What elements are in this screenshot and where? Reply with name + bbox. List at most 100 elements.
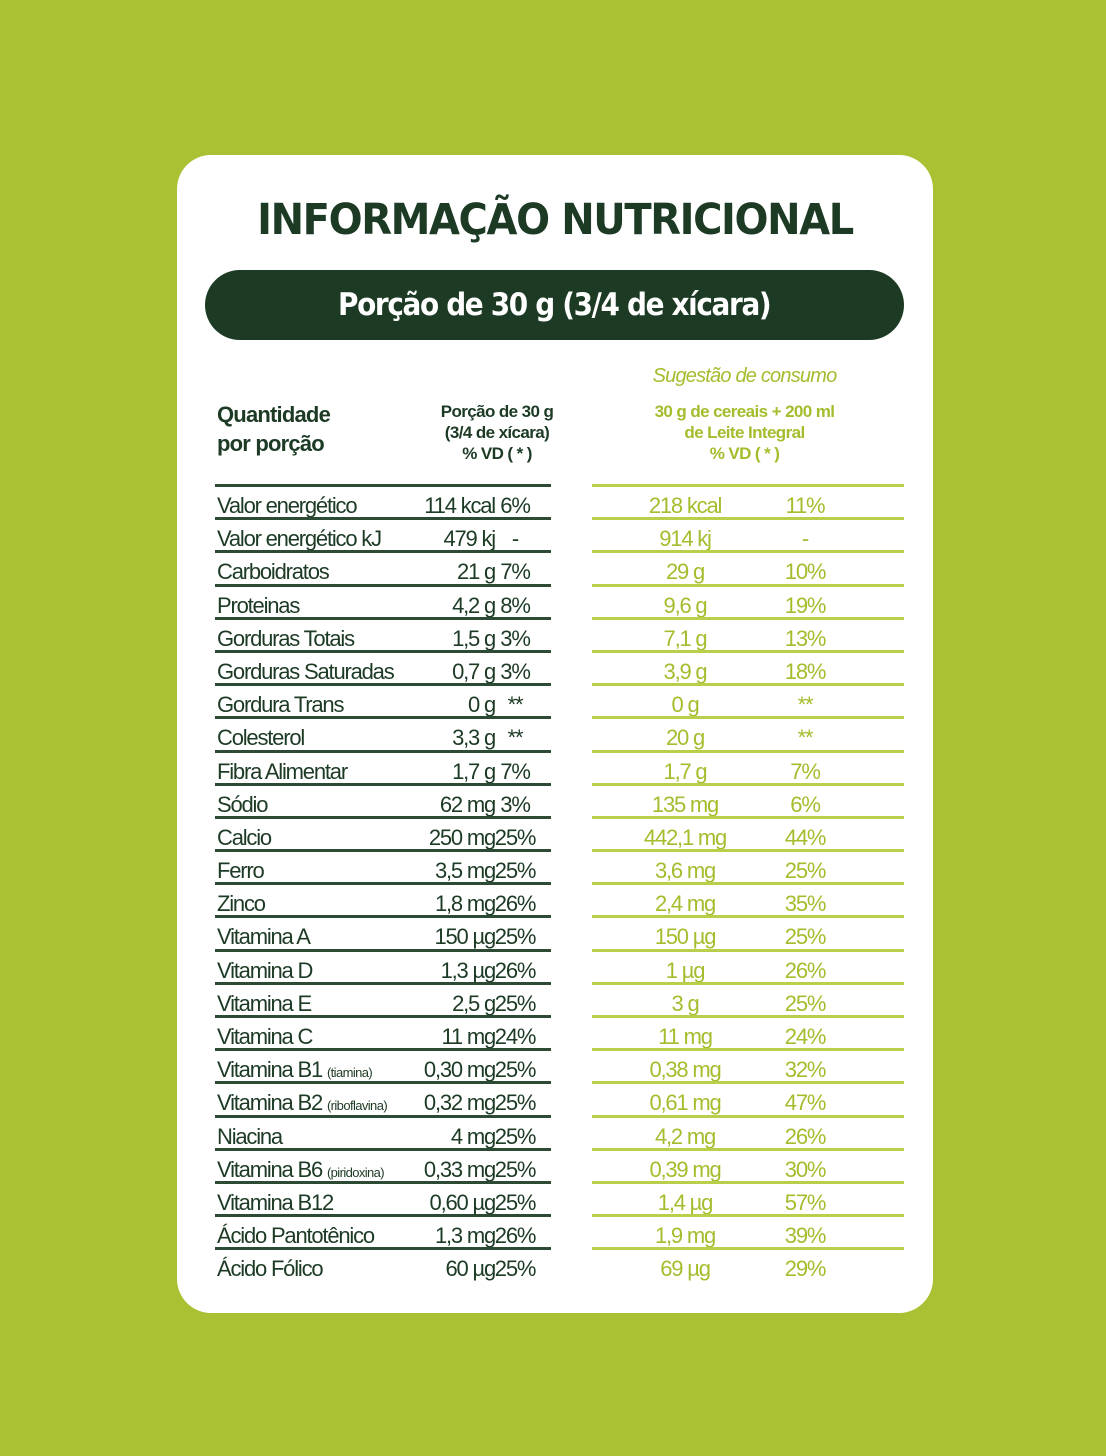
suggestion-amount: 1 µg xyxy=(665,957,706,983)
table-row: Gordura Trans 0 g ** 0 g ** xyxy=(215,686,905,720)
divider-left xyxy=(215,484,551,487)
header-quantity: Quantidade por porção xyxy=(217,400,367,458)
nutrient-name-text: Valor energético kJ xyxy=(217,526,382,552)
portion-amount: 4 mg xyxy=(450,1123,496,1149)
row-divider-right xyxy=(592,749,904,753)
suggestion-amount: 3,6 mg xyxy=(654,858,716,884)
table-row: Vitamina A 150 µg 25% 150 µg 25% xyxy=(215,918,905,952)
suggestion-vd: 26% xyxy=(784,1123,827,1149)
portion-amount: 1,3 mg xyxy=(434,1223,496,1249)
portion-vd: 3% xyxy=(500,791,531,817)
portion-amount: 250 mg xyxy=(428,824,496,850)
portion-amount: 3,3 g xyxy=(452,725,496,751)
page-title: INFORMAÇÃO NUTRICIONAL xyxy=(257,195,854,245)
suggestion-vd: 25% xyxy=(784,924,827,950)
suggestion-amount: 1,7 g xyxy=(663,758,708,784)
suggestion-amount: 914 kj xyxy=(659,526,712,552)
nutrient-name: Gorduras Saturadas xyxy=(217,658,395,685)
row-divider-left xyxy=(215,683,551,687)
table-row: Vitamina B1 (tiamina) 0,30 mg 25% 0,38 mg 32… xyxy=(215,1051,905,1085)
nutrient-name: Vitamina C xyxy=(217,1024,313,1050)
suggestion-vd: 25% xyxy=(784,858,827,884)
row-divider-left xyxy=(215,1214,551,1218)
row-divider-left xyxy=(215,517,551,521)
row-divider-right xyxy=(592,882,904,886)
portion-amount: 150 µg xyxy=(434,924,496,950)
table-row: Valor energético kJ 479 kj -914 kj - xyxy=(215,520,905,554)
row-divider-left xyxy=(215,1114,551,1118)
portion-vd: 25% xyxy=(494,1189,537,1215)
row-divider-left xyxy=(215,1247,551,1251)
portion-vd: 25% xyxy=(494,1090,537,1116)
suggestion-vd: 13% xyxy=(784,625,827,651)
suggestion-vd: 25% xyxy=(784,990,827,1016)
row-divider-left xyxy=(215,1015,551,1018)
nutrient-name-text: Niacina xyxy=(217,1123,283,1149)
row-divider-right xyxy=(592,1048,904,1052)
suggestion-vd: 19% xyxy=(784,592,827,618)
row-divider-left xyxy=(215,981,551,985)
portion-amount: 0,60 µg xyxy=(429,1189,497,1215)
nutrient-name: Gorduras Totais xyxy=(217,625,355,652)
nutrient-name-text: Vitamina A xyxy=(217,924,311,950)
portion-amount: 1,8 mg xyxy=(434,891,496,917)
table-row: Colesterol 3,3 g ** 20 g ** xyxy=(215,719,905,753)
nutrient-subname: (piridoxina) xyxy=(326,1164,385,1180)
nutrient-name-text: Sódio xyxy=(217,791,268,817)
portion-vd: 6% xyxy=(500,493,531,518)
row-divider-left xyxy=(215,1147,551,1151)
row-divider-right xyxy=(592,649,904,653)
table-row: Ácido Fólico 60 µg 25% 69 µg 29% xyxy=(215,1250,905,1283)
suggestion-vd: 10% xyxy=(784,559,827,585)
row-divider-right xyxy=(592,815,904,819)
portion-amount: 1,5 g xyxy=(452,625,496,651)
suggestion-amount: 11 mg xyxy=(658,1024,713,1049)
suggestion-amount: 442,1 mg xyxy=(643,824,727,850)
table-row: Vitamina B6 (piridoxina) 0,33 mg 25% 0,39 m… xyxy=(215,1151,905,1184)
nutrient-name-text: Gorduras Totais xyxy=(217,625,355,651)
nutrient-name: Niacina xyxy=(217,1123,283,1150)
header-suggestion: 30 g de cereais + 200 ml de Leite Integr… xyxy=(617,401,872,464)
row-divider-left xyxy=(215,649,551,653)
table-row: Calcio 250 mg 25% 442,1 mg 44% xyxy=(215,819,905,853)
nutrient-name-text: Ferro xyxy=(217,858,265,884)
portion-vd: 25% xyxy=(494,1123,537,1149)
table-row: Vitamina B2 (riboflavina) 0,32 mg 25% 0,61 … xyxy=(215,1084,905,1118)
row-divider-right xyxy=(592,1214,904,1218)
suggestion-vd: 57% xyxy=(784,1189,827,1215)
suggestion-amount: 0,38 mg xyxy=(649,1057,721,1083)
table-row: Valor energético 114 kcal 6% 218 kcal 11% xyxy=(215,487,905,521)
row-divider-right xyxy=(592,1114,904,1118)
portion-amount: 114 kcal xyxy=(424,493,496,518)
portion-vd: ** xyxy=(507,692,524,718)
table-row: Proteinas 4,2 g 8% 9,6 g 19% xyxy=(215,587,905,620)
portion-vd: 25% xyxy=(494,1156,537,1182)
row-divider-right xyxy=(592,981,904,985)
suggestion-vd: 26% xyxy=(784,957,827,983)
portion-vd: 25% xyxy=(494,1057,537,1083)
portion-amount: 60 µg xyxy=(445,1256,497,1282)
portion-vd: 25% xyxy=(494,824,537,850)
suggestion-amount: 0 g xyxy=(671,692,700,718)
row-divider-left xyxy=(215,1081,551,1085)
suggestion-vd: 30% xyxy=(784,1156,827,1182)
nutrient-name-text: Vitamina B1 xyxy=(217,1057,327,1083)
nutrient-name: Ácido Pantotênico xyxy=(217,1223,375,1249)
suggestion-vd: 35% xyxy=(784,891,827,917)
nutrient-name-text: Calcio xyxy=(217,824,272,850)
suggestion-amount: 218 kcal xyxy=(648,493,723,518)
suggestion-amount: 135 mg xyxy=(651,791,719,817)
header-divider xyxy=(215,484,905,487)
row-divider-right xyxy=(592,550,904,554)
nutrient-name-text: Fibra Alimentar xyxy=(217,758,348,784)
suggestion-vd: 11% xyxy=(785,493,826,518)
suggestion-vd: 39% xyxy=(784,1223,827,1249)
portion-vd: 25% xyxy=(494,990,537,1016)
table-row: Vitamina E 2,5 g 25% 3 g 25% xyxy=(215,985,905,1018)
header-quantity-line1: Quantidade xyxy=(217,402,331,427)
portion-amount: 0,30 mg xyxy=(423,1057,496,1083)
suggestion-vd: 32% xyxy=(784,1057,827,1083)
nutrient-name-text: Gorduras Saturadas xyxy=(217,658,395,684)
portion-vd: 26% xyxy=(494,957,537,983)
header-quantity-line2: por porção xyxy=(217,431,325,456)
